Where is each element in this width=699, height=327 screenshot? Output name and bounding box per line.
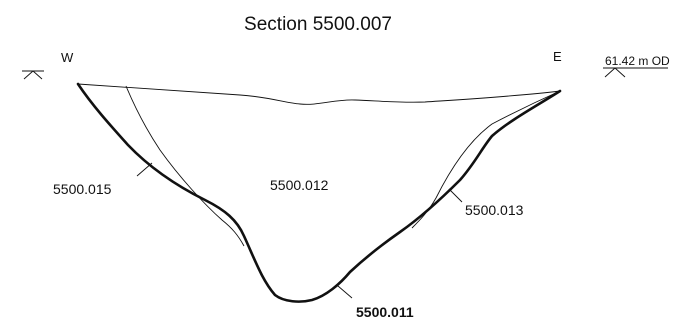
zone-label-east-bank: 5500.013: [465, 202, 524, 218]
west-label: W: [61, 50, 74, 65]
leader-bed: [337, 285, 353, 299]
leader-east-bank: [448, 188, 463, 203]
zone-label-central: 5500.012: [270, 177, 329, 193]
east-water-level-symbol: [603, 67, 668, 78]
zone-label-bed: 5500.011: [356, 304, 414, 320]
west-division-line: [125, 85, 245, 247]
diagram-title: Section 5500.007: [244, 14, 392, 35]
water-level-label: 61.42 m OD: [605, 54, 670, 68]
water-surface-line: [77, 83, 561, 105]
west-water-level-symbol: [22, 70, 44, 80]
east-label: E: [553, 49, 562, 64]
leader-west-bank: [136, 162, 153, 177]
river-bed-profile: [76, 82, 562, 303]
zone-label-west-bank: 5500.015: [53, 181, 112, 197]
